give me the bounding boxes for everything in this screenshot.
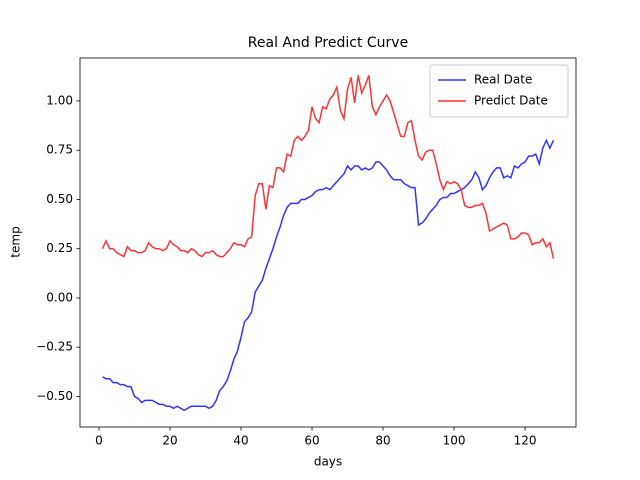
y-tick-label: 1.00 <box>46 93 73 107</box>
x-tick-label: 60 <box>304 434 319 448</box>
plot-frame <box>79 57 577 428</box>
data-line <box>102 138 555 412</box>
x-tick-label: 100 <box>443 434 466 448</box>
x-tick-label: 20 <box>162 434 177 448</box>
legend-box <box>429 64 569 118</box>
y-tick-label: 0.00 <box>46 290 73 304</box>
x-tick-label: 0 <box>95 434 103 448</box>
legend-label: Predict Date <box>474 94 548 108</box>
y-tick-label: −0.50 <box>36 389 73 403</box>
chart-title: Real And Predict Curve <box>248 35 408 51</box>
y-tick-label: 0.25 <box>46 241 73 255</box>
y-tick-label: −0.25 <box>36 340 73 354</box>
data-line <box>101 75 555 259</box>
x-tick-label: 40 <box>233 434 248 448</box>
y-tick-label: 0.75 <box>46 143 73 157</box>
x-axis-label: days <box>314 455 342 469</box>
y-tick-label: 0.50 <box>46 192 73 206</box>
x-tick-label: 80 <box>375 434 390 448</box>
legend-label: Real Date <box>474 73 532 87</box>
x-tick-label: 120 <box>514 434 537 448</box>
y-axis-label: temp <box>9 226 23 257</box>
